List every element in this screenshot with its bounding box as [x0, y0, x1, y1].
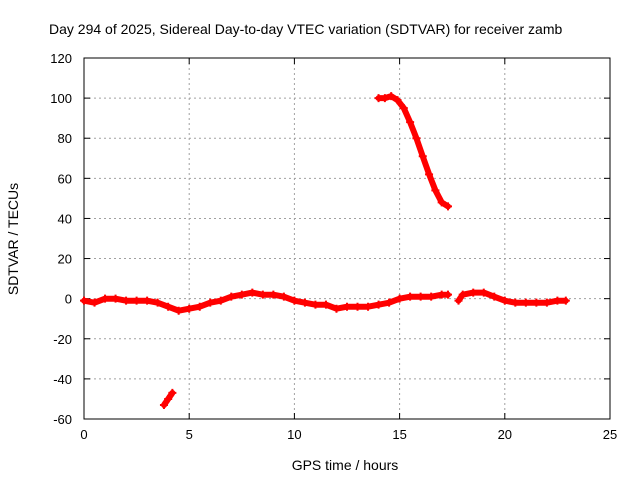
data-point	[111, 294, 120, 303]
data-point	[443, 202, 452, 211]
data-point	[185, 304, 194, 313]
x-tick-label: 10	[287, 427, 301, 442]
data-point	[425, 170, 434, 179]
data-point	[321, 300, 330, 309]
data-point	[101, 294, 110, 303]
data-point	[374, 300, 383, 309]
plot-frame	[83, 57, 611, 420]
data-series	[80, 92, 570, 409]
x-tick-label: 5	[186, 427, 193, 442]
data-point	[132, 296, 141, 305]
data-point	[416, 292, 425, 301]
data-point	[353, 302, 362, 311]
x-tick-label: 25	[603, 427, 617, 442]
data-point	[521, 298, 530, 307]
data-point	[332, 304, 341, 313]
data-point	[164, 302, 173, 311]
data-point	[469, 288, 478, 297]
data-point	[143, 296, 152, 305]
x-tick-label: 15	[392, 427, 406, 442]
y-tick-label: 40	[58, 211, 72, 226]
data-point	[437, 198, 446, 207]
data-point	[227, 292, 236, 301]
data-point	[479, 288, 488, 297]
data-point	[511, 298, 520, 307]
axis-ticks: 0 5 10 15 20 25 -60 -40 -20 0 20 40 60 80 100 120	[50, 51, 617, 442]
data-point	[431, 186, 440, 195]
data-point	[532, 298, 541, 307]
data-point	[279, 292, 288, 301]
y-tick-label: 20	[58, 252, 72, 267]
y-tick-label: 100	[50, 91, 72, 106]
data-point	[168, 388, 177, 397]
data-point	[237, 290, 246, 299]
data-point	[122, 296, 131, 305]
y-tick-label: -60	[53, 412, 72, 427]
y-tick-label: 120	[50, 51, 72, 66]
data-point	[412, 134, 421, 143]
x-axis-label: GPS time / hours	[292, 457, 399, 473]
data-point	[174, 306, 183, 315]
data-point	[418, 152, 427, 161]
data-point	[427, 292, 436, 301]
data-point	[454, 296, 463, 305]
data-point	[258, 290, 267, 299]
data-point	[290, 296, 299, 305]
data-point	[269, 290, 278, 299]
data-point	[553, 296, 562, 305]
data-point	[387, 92, 396, 101]
data-point	[443, 290, 452, 299]
data-point	[490, 292, 499, 301]
data-point	[311, 300, 320, 309]
x-tick-label: 0	[80, 427, 87, 442]
data-point	[406, 292, 415, 301]
data-point	[248, 288, 257, 297]
data-point	[216, 296, 225, 305]
y-axis-label: SDTVAR / TECUs	[5, 183, 21, 295]
data-point	[164, 394, 173, 403]
y-tick-label: 60	[58, 171, 72, 186]
data-point	[393, 96, 402, 105]
data-point	[90, 298, 99, 307]
data-point	[80, 296, 88, 305]
grid	[84, 58, 610, 419]
data-point	[380, 94, 389, 103]
y-tick-label: 80	[58, 131, 72, 146]
y-tick-label: -40	[53, 372, 72, 387]
data-point	[542, 298, 551, 307]
data-point	[385, 298, 394, 307]
data-point	[458, 290, 467, 299]
y-tick-label: -20	[53, 332, 72, 347]
series-line-late-track	[455, 289, 569, 306]
chart-title: Day 294 of 2025, Sidereal Day-to-day VTE…	[49, 21, 562, 37]
data-point	[153, 298, 162, 307]
y-tick-label: 0	[65, 292, 72, 307]
data-point	[300, 298, 309, 307]
data-point	[500, 296, 509, 305]
data-point	[159, 400, 168, 409]
data-point	[195, 302, 204, 311]
data-point	[395, 294, 404, 303]
data-point	[399, 104, 408, 113]
x-tick-label: 20	[498, 427, 512, 442]
data-point	[406, 118, 415, 127]
data-point	[343, 302, 351, 311]
data-point	[364, 302, 373, 311]
data-point	[206, 298, 215, 307]
data-point	[561, 296, 570, 305]
